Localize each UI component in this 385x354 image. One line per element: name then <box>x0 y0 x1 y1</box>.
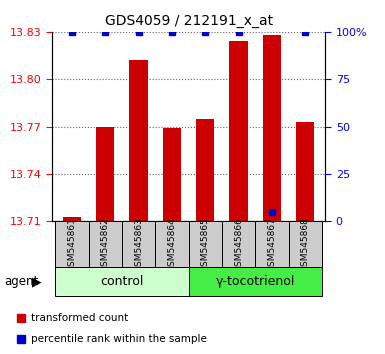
Text: control: control <box>100 275 144 288</box>
Bar <box>196 119 214 221</box>
Bar <box>229 41 248 221</box>
Bar <box>96 127 114 221</box>
Text: GSM545861: GSM545861 <box>67 217 77 272</box>
Bar <box>296 122 315 221</box>
Bar <box>163 128 181 221</box>
Text: transformed count: transformed count <box>32 313 129 322</box>
Text: GSM545865: GSM545865 <box>201 217 210 272</box>
Text: GSM545867: GSM545867 <box>268 217 276 272</box>
Bar <box>189 221 222 267</box>
Bar <box>255 221 289 267</box>
Text: GSM545864: GSM545864 <box>167 217 176 272</box>
Text: GSM545862: GSM545862 <box>101 217 110 272</box>
Text: percentile rank within the sample: percentile rank within the sample <box>32 334 208 344</box>
Text: GSM545868: GSM545868 <box>301 217 310 272</box>
Bar <box>155 221 189 267</box>
Bar <box>222 221 255 267</box>
Text: γ-tocotrienol: γ-tocotrienol <box>216 275 295 288</box>
Bar <box>55 267 189 296</box>
Bar <box>289 221 322 267</box>
Bar <box>55 221 89 267</box>
Text: ▶: ▶ <box>32 275 41 288</box>
Bar <box>122 221 155 267</box>
Text: GSM545866: GSM545866 <box>234 217 243 272</box>
Title: GDS4059 / 212191_x_at: GDS4059 / 212191_x_at <box>105 14 273 28</box>
Bar <box>89 221 122 267</box>
Bar <box>63 217 81 221</box>
Text: GSM545863: GSM545863 <box>134 217 143 272</box>
Bar <box>263 35 281 221</box>
Bar <box>189 267 322 296</box>
Bar <box>129 60 148 221</box>
Text: agent: agent <box>4 275 38 288</box>
